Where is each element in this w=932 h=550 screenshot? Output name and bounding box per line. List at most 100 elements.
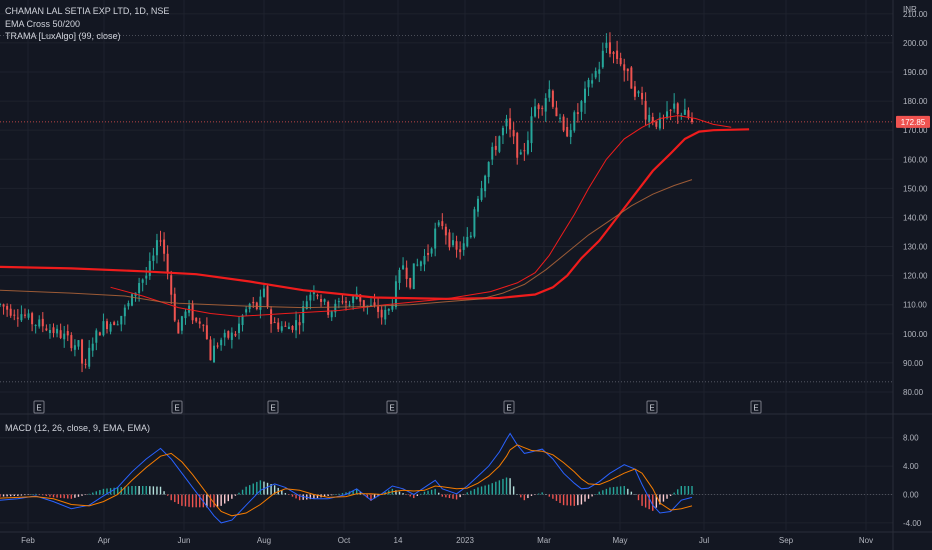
candle-body (330, 311, 333, 318)
candle-body (287, 326, 290, 330)
candle-body (177, 322, 180, 334)
macd-hist-bar (598, 491, 600, 495)
macd-hist-bar (509, 478, 511, 495)
macd-hist-bar (45, 494, 48, 496)
candle-body (73, 345, 76, 350)
time-tick-label: 14 (394, 536, 403, 545)
candle-body (427, 252, 430, 255)
ema-fast-line (110, 115, 732, 317)
signal-line (0, 444, 693, 517)
candle-body (270, 309, 273, 324)
candle-body (462, 243, 465, 250)
macd-hist-bar (680, 486, 682, 495)
candle-body (284, 325, 287, 327)
macd-hist-bar (502, 478, 504, 495)
macd-hist-bar (634, 494, 636, 496)
macd-hist-bar (445, 494, 447, 498)
macd-hist-bar (470, 490, 472, 495)
macd-hist-bar (491, 483, 493, 495)
macd-hist-bar (587, 494, 590, 499)
symbol-title[interactable]: CHAMAN LAL SETIA EXP LTD, 1D, NSE (5, 6, 170, 16)
macd-hist-bar (298, 494, 301, 501)
macd-hist-bar (609, 487, 611, 495)
macd-title[interactable]: MACD (12, 26, close, 9, EMA, EMA) (5, 423, 151, 433)
earnings-marker-box (646, 400, 658, 414)
candle-body (444, 226, 447, 236)
candle-body (113, 322, 116, 326)
candle-body (216, 345, 219, 347)
candle-body (380, 309, 383, 318)
candle-body (619, 58, 622, 65)
candle-body (605, 42, 608, 48)
candle-body (616, 50, 619, 59)
candle-body (598, 69, 601, 74)
indicator-trama[interactable]: TRAMA [LuxAlgo] (99, close) (5, 31, 121, 41)
macd-hist-bar (573, 494, 575, 506)
candle-body (237, 323, 240, 334)
indicator-ema-cross[interactable]: EMA Cross 50/200 (5, 19, 81, 29)
candle-body (626, 68, 629, 72)
macd-hist-bar (594, 494, 597, 495)
earnings-marker[interactable]: E (36, 404, 41, 413)
macd-hist-bar (127, 486, 130, 495)
price-guides (0, 35, 893, 383)
macd-hist-bar (434, 488, 436, 495)
earnings-marker[interactable]: E (389, 404, 394, 413)
macd-line (0, 432, 693, 524)
macd-hist-bar (591, 494, 593, 497)
candle-body (630, 67, 633, 89)
macd-hist-bar (466, 492, 468, 495)
macd-tick-label: -4.00 (903, 519, 922, 528)
candle-body (220, 339, 223, 346)
candle-body (202, 324, 205, 326)
macd-hist-bar (295, 494, 297, 499)
candle-body (127, 303, 130, 307)
earnings-marker-box (503, 400, 515, 414)
candle-body (430, 248, 433, 254)
candle-body (273, 322, 276, 324)
earnings-marker[interactable]: E (649, 404, 654, 413)
macd-hist-bar (245, 486, 247, 495)
macd-hist-bar (174, 494, 176, 503)
candlestick-series[interactable] (0, 32, 693, 373)
macd-hist-bar (577, 494, 579, 506)
candle-body (419, 261, 422, 267)
macd-hist-bar (52, 494, 55, 498)
candle-body (277, 322, 280, 330)
candle-body (316, 294, 319, 297)
candle-body (81, 339, 84, 364)
earnings-marker[interactable]: E (174, 404, 179, 413)
candle-body (537, 104, 540, 110)
candle-body (509, 118, 512, 130)
earnings-marker[interactable]: E (753, 404, 758, 413)
candle-body (227, 331, 230, 338)
macd-hist-bar (177, 494, 180, 504)
candle-body (362, 300, 365, 307)
time-tick-label: Oct (338, 536, 351, 545)
earnings-marker[interactable]: E (270, 404, 275, 413)
candle-body (655, 121, 658, 127)
macd-hist-bar (684, 486, 686, 495)
macd-hist-bar (662, 494, 665, 502)
candle-body (398, 269, 401, 283)
candle-body (141, 279, 144, 283)
macd-hist-bar (27, 494, 30, 496)
macd-hist-bar (545, 494, 547, 496)
candle-body (173, 293, 176, 321)
candle-body (405, 267, 408, 279)
candle-body (327, 301, 330, 315)
candle-body (323, 299, 326, 302)
candle-body (494, 145, 497, 150)
macd-hist-bar (224, 494, 226, 504)
macd-hist-bar (370, 494, 372, 501)
macd-hist-bar (106, 488, 108, 495)
candle-body (130, 294, 133, 306)
macd-hist-bar (138, 486, 140, 495)
macd-hist-bar (49, 494, 51, 497)
earnings-marker[interactable]: E (506, 404, 511, 413)
candle-body (566, 126, 569, 137)
candle-body (587, 79, 590, 88)
macd-hist-bar (134, 486, 137, 495)
